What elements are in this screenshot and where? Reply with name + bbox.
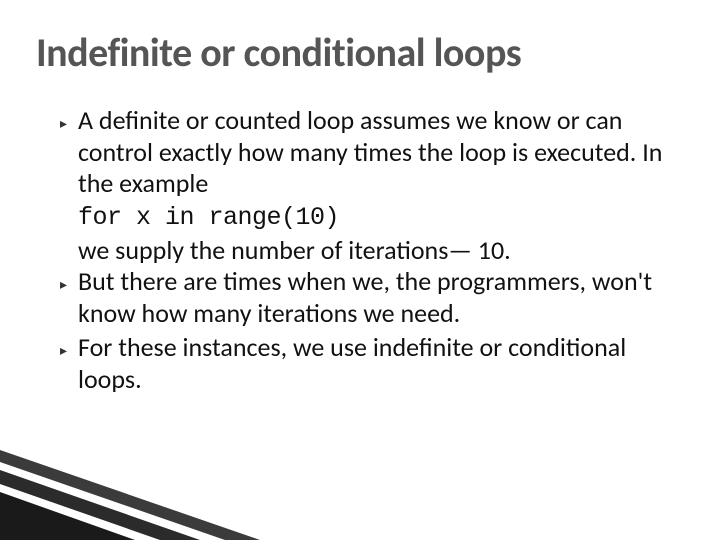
bullet-continuation: we supply the number of iterations— 10. <box>78 235 664 267</box>
bullet-text: But there are times when we, the program… <box>78 266 664 329</box>
content-body: ▸ A definite or counted loop assumes we … <box>36 105 684 395</box>
bullet-text: For these instances, we use indefinite o… <box>78 332 664 395</box>
decor-stripe <box>0 484 160 540</box>
code-snippet: for x in range(10) <box>78 202 664 235</box>
bullet-icon: ▸ <box>60 332 78 359</box>
decor-stripe <box>0 470 200 540</box>
decor-stripe <box>0 462 225 540</box>
bullet-icon: ▸ <box>60 266 78 293</box>
list-item: ▸ For these instances, we use indefinite… <box>60 332 664 395</box>
slide: Indefinite or conditional loops ▸ A defi… <box>0 0 720 540</box>
list-item: ▸ A definite or counted loop assumes we … <box>60 105 664 200</box>
list-item: ▸ But there are times when we, the progr… <box>60 266 664 329</box>
page-title: Indefinite or conditional loops <box>36 28 684 77</box>
bullet-text: A definite or counted loop assumes we kn… <box>78 105 664 200</box>
decor-stripe <box>0 492 135 540</box>
bullet-icon: ▸ <box>60 105 78 132</box>
decor-stripe <box>0 450 260 540</box>
corner-decoration-icon <box>0 450 260 540</box>
